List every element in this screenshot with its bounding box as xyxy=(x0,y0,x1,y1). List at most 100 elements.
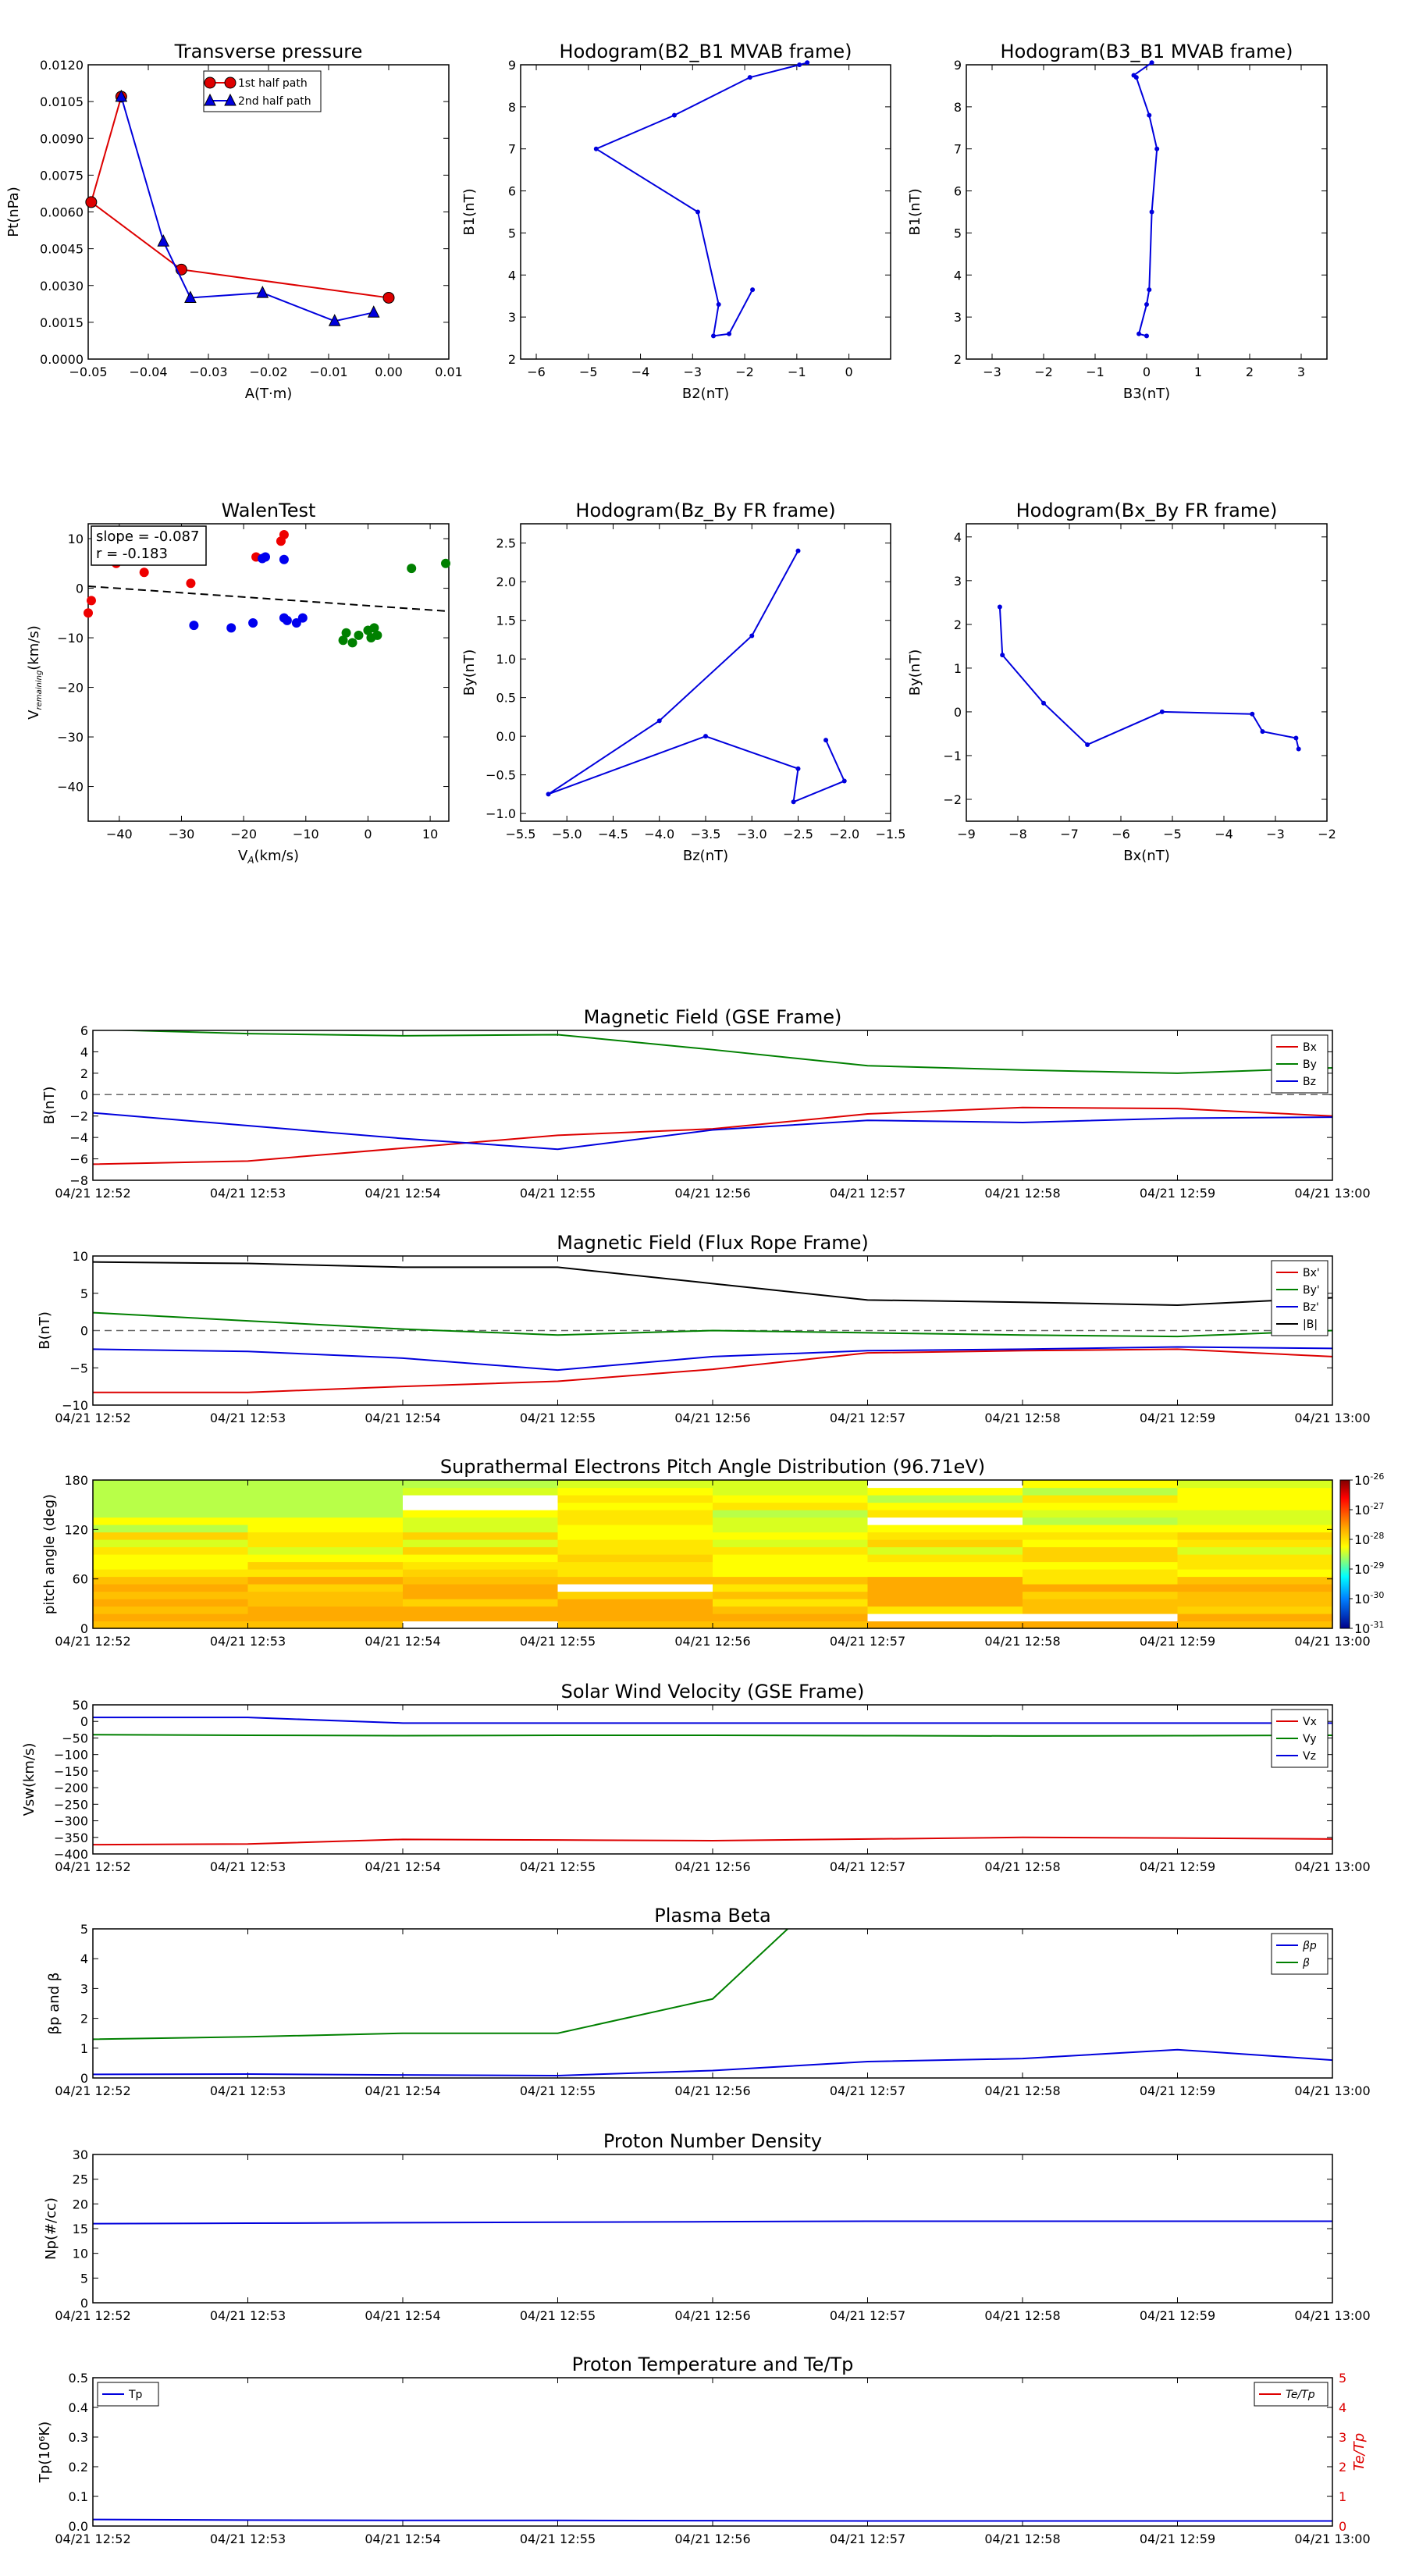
pad-cell xyxy=(247,1614,404,1622)
h4-ytick-label: 2 xyxy=(954,617,962,632)
h4-xtick-label: −5 xyxy=(1163,827,1182,841)
np-ytick-label: 5 xyxy=(80,2271,88,2286)
pad-cell xyxy=(403,1525,559,1533)
pad-cell xyxy=(93,1614,249,1622)
tp_t-ylabel-right: Te/Tp xyxy=(1351,2433,1368,2471)
pad-cell xyxy=(557,1532,713,1540)
tp_t-ytick-label-right: 5 xyxy=(1339,2371,1346,2386)
h1-ytick-label: 5 xyxy=(508,226,516,240)
h4-ytick-label: 1 xyxy=(954,661,962,676)
h2-ylabel: B1(nT) xyxy=(907,188,923,235)
tp_t-series-0 xyxy=(93,2518,1332,2522)
mag_gse-ytick-label: −4 xyxy=(69,1130,88,1145)
h1-s0-marker xyxy=(797,62,802,67)
vel-xtick-label: 04/21 12:58 xyxy=(984,1859,1060,1874)
walen-point-1 xyxy=(248,618,258,628)
pad-cell xyxy=(1023,1561,1179,1570)
pad-cell xyxy=(1023,1599,1179,1607)
tp_t-xtick-label: 04/21 12:54 xyxy=(365,2532,440,2546)
pad-cell xyxy=(93,1532,249,1540)
h3-s0-marker xyxy=(656,718,662,724)
h1-xlabel: B2(nT) xyxy=(682,386,729,402)
vel-series-1 xyxy=(93,1734,1332,1737)
mag_fr-ytick-label: −5 xyxy=(69,1361,88,1375)
h3-ylabel: By(nT) xyxy=(461,649,478,696)
mag_fr-xtick-label: 04/21 12:56 xyxy=(674,1411,750,1425)
pad-cell xyxy=(557,1480,713,1489)
pad-cell xyxy=(403,1599,559,1607)
mag_fr-series-0 xyxy=(93,1348,1332,1393)
pad-ytick-label: 60 xyxy=(73,1572,88,1587)
pad-cell xyxy=(1023,1480,1179,1489)
walen-xtick-label: 0 xyxy=(364,827,372,841)
beta-ytick-label: 0 xyxy=(80,2071,88,2086)
walen-point-2 xyxy=(441,558,451,568)
pad-cell xyxy=(867,1517,1023,1525)
h4-frame xyxy=(966,523,1328,822)
h2-xtick-label: −2 xyxy=(1034,365,1053,379)
pad-cell xyxy=(1023,1510,1179,1518)
mag_gse-ytick-label: −8 xyxy=(69,1173,88,1188)
h1-ytick-label: 9 xyxy=(508,58,516,73)
mag_fr-legend-label-1: By' xyxy=(1303,1284,1320,1297)
walen-ytick-label: −20 xyxy=(57,681,84,696)
walen-point-2 xyxy=(347,638,357,648)
walen-point-2 xyxy=(338,635,348,646)
tp_t-xtick-label: 04/21 12:58 xyxy=(984,2532,1060,2546)
walen-xtick-label: −30 xyxy=(169,827,195,841)
tp-ytick-label: 0.0030 xyxy=(40,279,84,294)
h4-s0-marker xyxy=(1041,700,1046,706)
pad-cell xyxy=(713,1495,869,1503)
mag_gse-xtick-label: 04/21 12:57 xyxy=(830,1186,905,1201)
pad-xtick-label: 04/21 13:00 xyxy=(1294,1634,1370,1649)
h4-s0-marker xyxy=(997,604,1002,610)
walen-point-0 xyxy=(186,578,196,589)
walen-point-1 xyxy=(189,621,199,631)
pad-cell xyxy=(1023,1532,1179,1540)
tp_t-ytick-label: 0.4 xyxy=(69,2400,88,2415)
mag_gse-series-0 xyxy=(93,1106,1332,1165)
pad-cell xyxy=(713,1576,869,1585)
pad-cell xyxy=(1177,1480,1333,1489)
pad-cell xyxy=(557,1495,713,1503)
pad-cell xyxy=(403,1614,559,1622)
h4-s0-marker xyxy=(1296,746,1301,752)
mag_gse-ytick-label: −2 xyxy=(69,1109,88,1124)
pad-cell xyxy=(93,1591,249,1599)
walen-ytick-label: 10 xyxy=(68,532,84,546)
pad-cell xyxy=(713,1606,869,1614)
h1-frame xyxy=(520,64,891,360)
pad-cell xyxy=(713,1539,869,1548)
h3-xtick-label: −1.5 xyxy=(876,827,906,841)
tp-s1-marker xyxy=(328,314,341,326)
beta-ytick-label: 3 xyxy=(80,1981,88,1996)
pad-cell xyxy=(713,1546,869,1555)
vel-ytick-label: −200 xyxy=(54,1781,88,1795)
vel-xtick-label: 04/21 12:53 xyxy=(210,1859,286,1874)
tp_t-xtick-label: 04/21 12:59 xyxy=(1140,2532,1215,2546)
mag_fr-xtick-label: 04/21 13:00 xyxy=(1294,1411,1370,1425)
pad-cell xyxy=(1177,1606,1333,1614)
walen-point-0 xyxy=(84,608,93,618)
h1-s0-marker xyxy=(716,301,721,307)
h1-series-line-0 xyxy=(594,62,808,337)
pad-cell xyxy=(1023,1569,1179,1578)
pad-cell xyxy=(247,1480,404,1489)
pad-cell xyxy=(247,1532,404,1540)
mag_fr-ytick-label: 10 xyxy=(73,1249,88,1264)
vel-xtick-label: 04/21 12:52 xyxy=(55,1859,130,1874)
mag_gse-ytick-label: 2 xyxy=(80,1066,88,1081)
beta-ytick-label: 4 xyxy=(80,1952,88,1966)
h3-s0-marker xyxy=(703,734,708,739)
pad-cell xyxy=(403,1554,559,1563)
pad-cell xyxy=(403,1502,559,1510)
mag_gse-xtick-label: 04/21 12:59 xyxy=(1140,1186,1215,1201)
h2-xtick-label: 2 xyxy=(1246,365,1254,379)
pad-cell xyxy=(713,1532,869,1540)
np-xtick-label: 04/21 12:58 xyxy=(984,2308,1060,2323)
h4-xtick-label: −6 xyxy=(1112,827,1130,841)
mag_fr-ytick-label: 5 xyxy=(80,1286,88,1301)
h3-s0-marker xyxy=(795,548,801,553)
h1-s0-marker xyxy=(593,146,599,151)
h3-s0-marker xyxy=(749,633,755,639)
